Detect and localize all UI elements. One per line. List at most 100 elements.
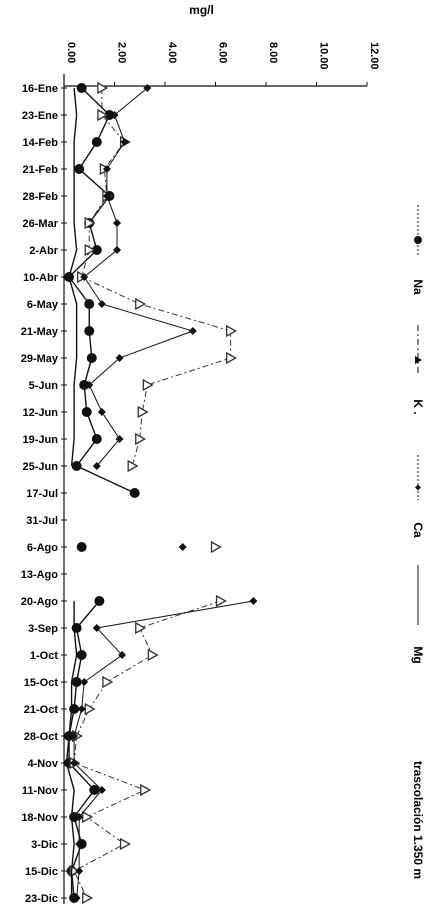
data-point: [104, 110, 115, 120]
data-point: [70, 732, 79, 740]
data-point: [91, 434, 102, 444]
value-tick-label: 6.00: [217, 42, 229, 63]
data-point: [94, 596, 105, 606]
category-tick-label: 21-Feb: [23, 164, 59, 176]
data-point: [72, 894, 81, 902]
series-mg: [65, 87, 78, 898]
legend-label: K .: [411, 399, 425, 414]
series-line: [73, 600, 221, 899]
category-tick-label: 4-Nov: [27, 758, 58, 770]
value-tick-label: 2.00: [116, 42, 128, 63]
category-tick-label: 25-Jun: [23, 461, 59, 473]
data-point: [178, 543, 187, 551]
data-point: [97, 108, 109, 122]
data-point: [110, 111, 119, 119]
data-point: [147, 648, 159, 662]
data-point: [115, 435, 124, 443]
data-point: [82, 810, 94, 824]
category-tick-label: 16-Ene: [22, 83, 58, 95]
category-tick-label: 13-Ago: [21, 569, 59, 581]
data-point: [84, 702, 96, 716]
data-point: [71, 623, 82, 633]
value-tick-label: 0.00: [65, 42, 77, 63]
series-line: [73, 600, 254, 899]
category-tick-label: 15-Dic: [25, 866, 58, 878]
series-line: [81, 88, 232, 467]
data-point: [76, 542, 87, 552]
data-point: [92, 624, 101, 632]
legend-marker: [414, 236, 422, 244]
data-point: [127, 459, 139, 473]
data-point: [97, 300, 106, 308]
data-point: [75, 867, 84, 875]
data-point: [97, 81, 109, 95]
data-point: [140, 783, 152, 797]
category-tick-label: 21-Oct: [24, 704, 59, 716]
category-tick-label: 3-Sep: [28, 623, 58, 635]
value-tick-label: 10.00: [318, 42, 330, 70]
category-tick-label: 3-Dic: [31, 839, 58, 851]
data-point: [143, 84, 152, 92]
data-point: [76, 650, 87, 660]
data-point: [215, 594, 227, 608]
legend-item-na: Na: [411, 205, 425, 295]
chart-subtitle: trascolación 1.350 m: [411, 761, 425, 879]
data-point: [91, 245, 102, 255]
data-point: [142, 378, 154, 392]
data-point: [249, 597, 258, 605]
category-tick-label: 6-Ago: [27, 542, 58, 554]
data-point: [91, 137, 102, 147]
category-tick-label: 6-May: [27, 299, 59, 311]
data-point: [135, 297, 147, 311]
data-point: [188, 327, 197, 335]
data-point: [135, 432, 147, 446]
category-tick-label: 1-Oct: [30, 650, 58, 662]
category-tick-label: 5-Jun: [29, 380, 59, 392]
category-tick-label: 28-Feb: [23, 191, 59, 203]
series-line: [68, 87, 78, 467]
data-point: [76, 83, 87, 93]
data-point: [84, 216, 96, 230]
category-tick-label: 28-Oct: [24, 731, 59, 743]
category-tick-label: 15-Oct: [24, 677, 59, 689]
data-point: [80, 678, 89, 686]
value-axis-unit-label: mg/l: [189, 3, 214, 17]
data-point: [102, 165, 111, 173]
legend-marker: [415, 484, 421, 491]
data-point: [92, 462, 101, 470]
legend-marker: [415, 356, 422, 364]
data-point: [135, 621, 147, 635]
category-tick-label: 18-Nov: [21, 812, 59, 824]
series-k: [69, 81, 237, 905]
data-point: [225, 324, 237, 338]
tick-labels: 0.00 2.00 4.00 6.00 8.00 10.00 12.00 16-Ene 23-E…: [21, 42, 380, 905]
value-tick-label: 4.00: [166, 42, 178, 63]
legend-label: Na: [411, 279, 425, 295]
data-point: [75, 840, 84, 848]
category-tick-label: 2-Abr: [29, 245, 58, 257]
category-tick-label: 26-Mar: [23, 218, 59, 230]
data-point: [71, 461, 82, 471]
series-na: [64, 83, 140, 903]
data-point: [81, 407, 92, 417]
category-tick-label: 31-Jul: [26, 515, 58, 527]
legend: Na K . Ca Mg: [411, 205, 425, 664]
data-point: [113, 246, 122, 254]
data-point: [97, 786, 106, 794]
legend-item-ca: Ca: [411, 455, 425, 538]
category-tick-label: 23-Ene: [22, 110, 58, 122]
data-point: [102, 675, 114, 689]
series-layer: [64, 81, 258, 905]
category-tick-label: 20-Ago: [21, 596, 59, 608]
data-point: [79, 380, 90, 390]
category-tick-label: 11-Nov: [22, 785, 59, 797]
data-point: [74, 164, 85, 174]
data-point: [210, 540, 222, 554]
legend-label: Ca: [411, 522, 425, 538]
series-line: [68, 87, 135, 494]
category-tick-label: 23-Dic: [25, 893, 58, 905]
data-point: [70, 759, 79, 767]
data-point: [89, 785, 100, 795]
data-point: [137, 405, 149, 419]
